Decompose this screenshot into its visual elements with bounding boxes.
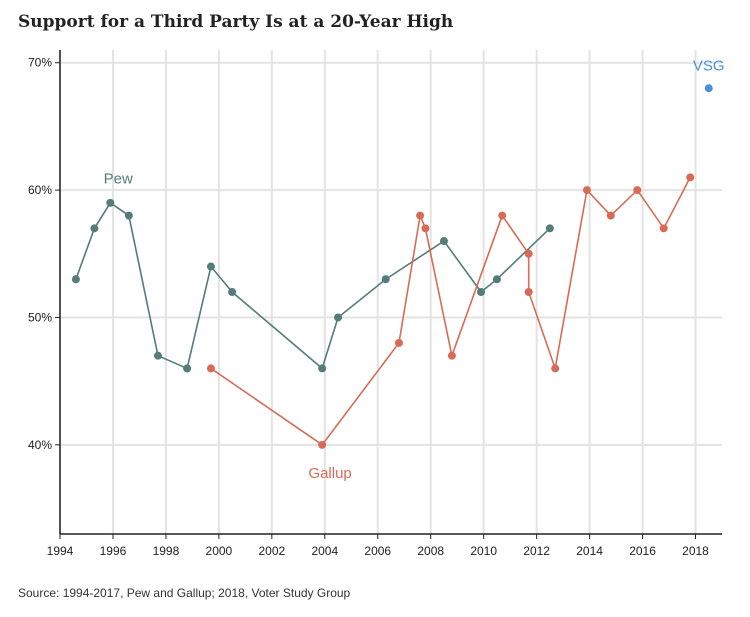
vsg-series-label: VSG	[693, 57, 725, 74]
gallup-point	[551, 364, 560, 373]
gallup-point	[686, 173, 695, 182]
pew-point	[381, 275, 390, 284]
x-tick-label: 2002	[258, 544, 285, 558]
grid-lines	[59, 50, 722, 534]
x-tick-label: 1998	[153, 544, 180, 558]
x-tick-label: 1996	[100, 544, 127, 558]
chart-title: Support for a Third Party Is at a 20-Yea…	[18, 12, 454, 32]
y-tick-label: 40%	[28, 438, 52, 452]
gallup-series-label: Gallup	[308, 465, 351, 482]
vsg-point	[704, 84, 713, 93]
x-tick-label: 2012	[523, 544, 550, 558]
gallup-point	[524, 249, 533, 258]
pew-point	[153, 351, 162, 360]
pew-point	[106, 198, 115, 207]
gallup-point	[633, 186, 642, 195]
gallup-point	[498, 211, 507, 220]
x-tick-label: 2014	[576, 544, 603, 558]
x-tick-label: 2018	[682, 544, 709, 558]
gallup-point	[659, 224, 668, 233]
pew-point	[90, 224, 99, 233]
x-tick-label: 2008	[417, 544, 444, 558]
x-tick-label: 2000	[206, 544, 233, 558]
gallup-point	[524, 288, 533, 296]
gallup-point	[421, 224, 430, 233]
pew-point	[228, 288, 237, 296]
x-tick-label: 1994	[47, 544, 74, 558]
gallup-line	[210, 176, 691, 446]
pew-point	[477, 288, 486, 296]
axes: 1994 1996 1998 2000 2002 2004 2006 2008 2010 2012…	[28, 50, 722, 558]
gallup-point	[206, 364, 215, 373]
pew-point	[124, 211, 133, 220]
pew-series-label: Pew	[104, 171, 133, 188]
pew-point	[183, 364, 192, 373]
x-tick-label: 2006	[364, 544, 391, 558]
pew-point	[545, 224, 554, 233]
pew-point	[206, 262, 215, 271]
pew-point	[492, 275, 501, 284]
gallup-point	[394, 338, 403, 347]
pew-point	[318, 364, 327, 373]
y-tick-label: 70%	[28, 56, 52, 70]
line-chart: 1994 1996 1998 2000 2002 2004 2006 2008 2010 2012…	[28, 50, 725, 558]
pew-point	[71, 275, 80, 284]
gallup-point	[606, 211, 615, 220]
x-tick-label: 2016	[629, 544, 656, 558]
y-tick-label: 50%	[28, 310, 52, 324]
x-tick-label: 2010	[470, 544, 497, 558]
gallup-point	[582, 186, 591, 195]
pew-point	[439, 237, 448, 246]
x-tick-label: 2004	[311, 544, 338, 558]
gallup-point	[416, 211, 425, 220]
series-layer	[71, 84, 713, 449]
gallup-point	[318, 440, 327, 449]
source-note: Source: 1994-2017, Pew and Gallup; 2018,…	[18, 586, 351, 600]
y-tick-label: 60%	[28, 183, 52, 197]
pew-line	[75, 202, 551, 370]
gallup-point	[447, 351, 456, 360]
series-labels: Pew Gallup VSG	[104, 57, 725, 482]
pew-point	[334, 313, 343, 322]
